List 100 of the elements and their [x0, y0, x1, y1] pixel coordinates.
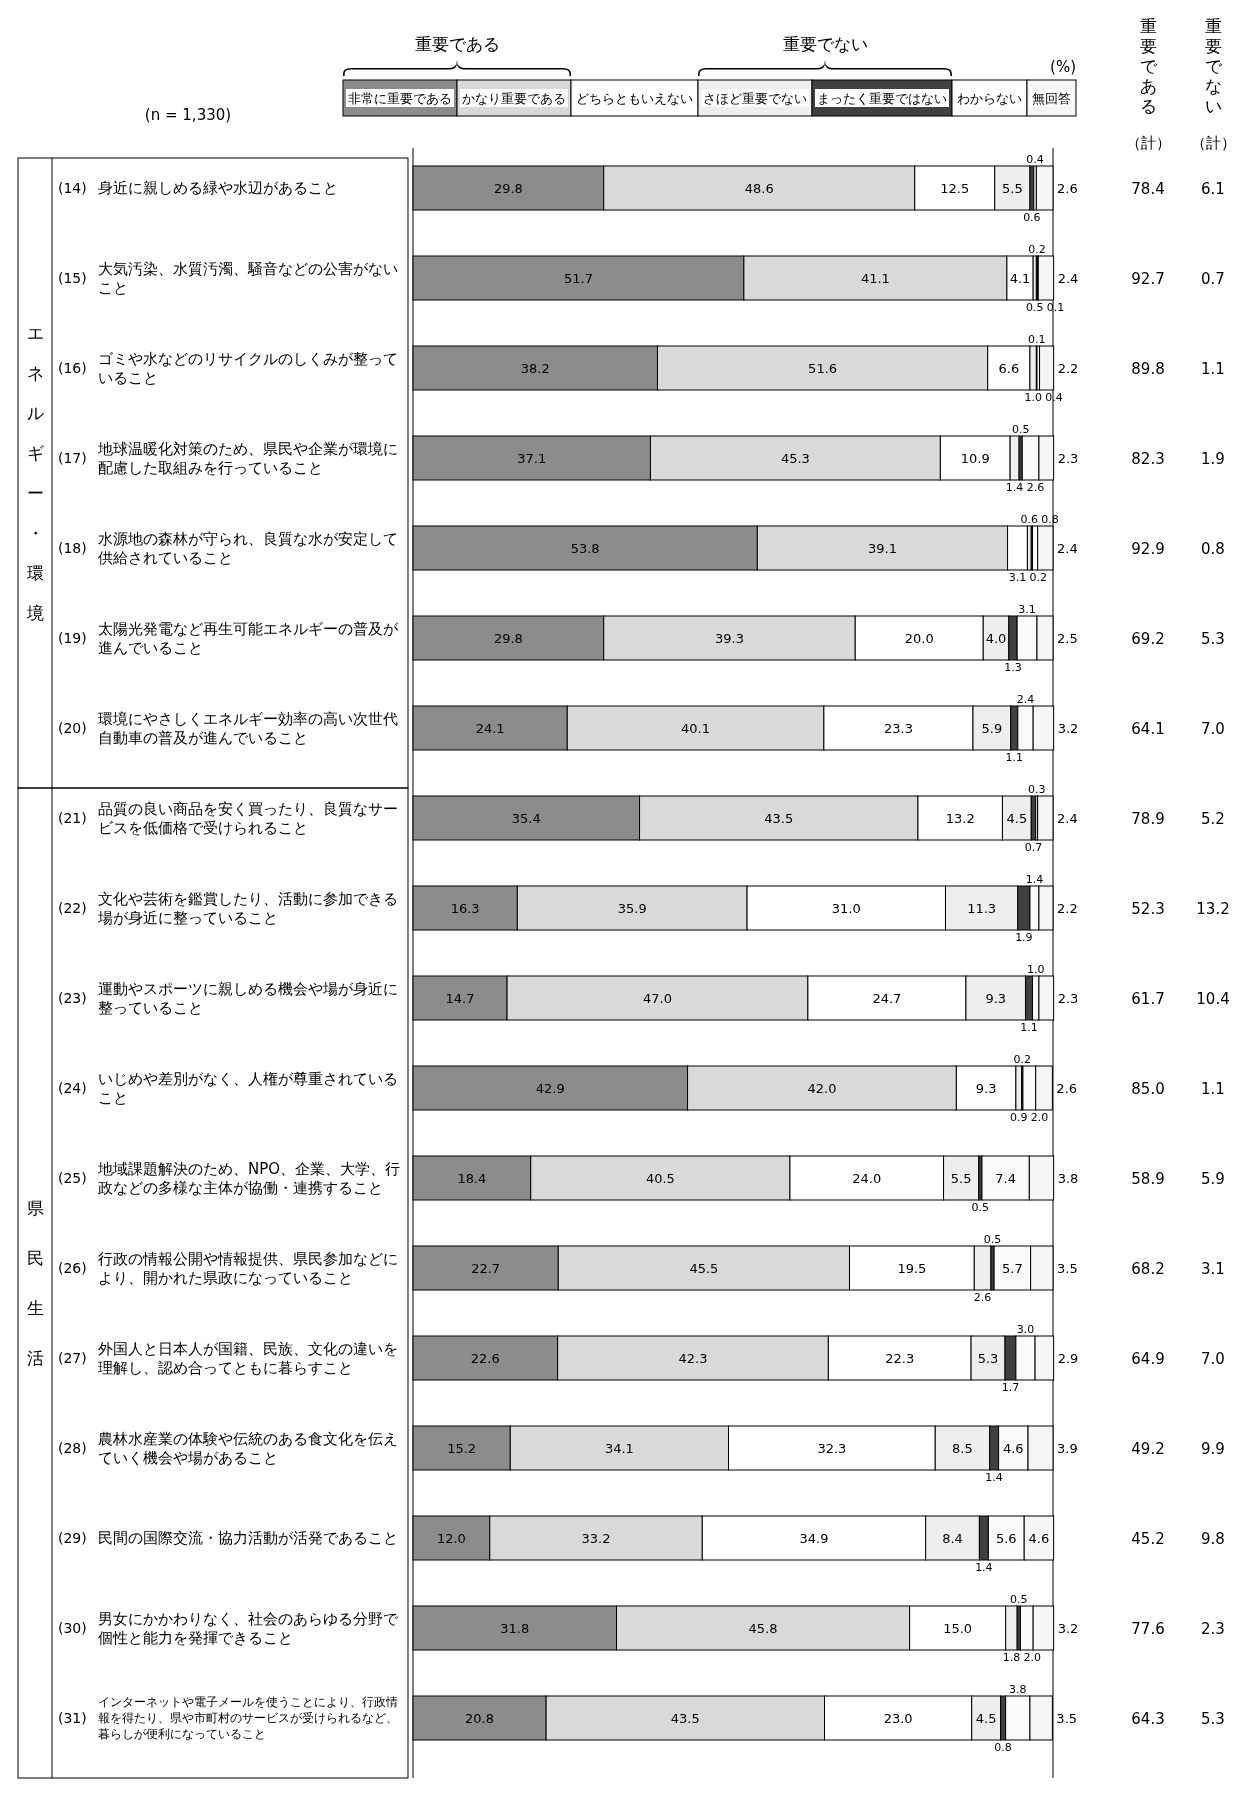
data-label: 42.0 — [807, 1081, 837, 1096]
data-label: 0.2 — [1029, 571, 1048, 584]
data-label: 4.6 — [1028, 1531, 1050, 1546]
data-label: 2.3 — [1057, 451, 1079, 466]
data-label: 0.2 — [1013, 1053, 1032, 1066]
data-label: 2.4 — [1016, 693, 1035, 706]
data-label: 32.3 — [817, 1441, 847, 1456]
text: エネルギー・環境 — [25, 323, 44, 623]
text: 5.9 — [1201, 1170, 1225, 1188]
data-label: 45.5 — [689, 1261, 719, 1276]
text: 9.9 — [1201, 1440, 1225, 1458]
data-label: 9.3 — [985, 991, 1007, 1006]
text: かなり重要である — [462, 91, 566, 106]
text: 58.9 — [1131, 1170, 1165, 1188]
text: 県民生活 — [26, 1198, 44, 1368]
text: わからない — [957, 91, 1022, 106]
data-label: 2.6 — [1056, 1081, 1078, 1096]
data-label: 5.5 — [950, 1171, 972, 1186]
data-label: 47.0 — [643, 991, 672, 1006]
text: 49.2 — [1131, 1440, 1165, 1458]
data-label: 3.5 — [1057, 1261, 1078, 1276]
data-label: 23.0 — [883, 1711, 913, 1726]
text: 92.7 — [1131, 270, 1165, 288]
data-label: 15.2 — [447, 1441, 477, 1456]
data-label: 0.5 — [1010, 1593, 1028, 1606]
data-label: 1.3 — [1004, 661, 1022, 674]
data-label: 38.2 — [520, 361, 550, 376]
text: 68.2 — [1131, 1260, 1165, 1278]
text: 52.3 — [1131, 900, 1165, 918]
data-label: 1.1 — [1020, 1021, 1038, 1034]
data-label: 1.4 — [985, 1471, 1003, 1484]
data-label: 12.0 — [436, 1531, 466, 1546]
data-label: 2.4 — [1057, 271, 1079, 286]
data-label: 3.1 — [1008, 571, 1027, 584]
data-label: 4.6 — [1002, 1441, 1024, 1456]
data-label: 2.3 — [1057, 991, 1079, 1006]
text: 9.8 — [1201, 1530, 1225, 1548]
data-label: 2.2 — [1057, 901, 1078, 916]
data-label: 3.2 — [1057, 1621, 1079, 1636]
data-label: 42.3 — [678, 1351, 708, 1366]
data-label: 22.3 — [885, 1351, 915, 1366]
text: まったく重要ではない — [817, 91, 947, 106]
text: 82.3 — [1131, 450, 1165, 468]
data-label: 2.0 — [1030, 1111, 1049, 1124]
data-label: 1.7 — [1001, 1381, 1020, 1394]
data-label: 3.0 — [1016, 1323, 1035, 1336]
text: 89.8 — [1131, 360, 1165, 378]
data-label: 0.6 — [1020, 513, 1039, 526]
data-label: 24.1 — [475, 721, 505, 736]
data-label: 5.7 — [1002, 1261, 1023, 1276]
data-label: 0.3 — [1027, 783, 1046, 796]
data-label: 4.5 — [1006, 811, 1028, 826]
data-label: 8.4 — [942, 1531, 963, 1546]
data-label: 3.2 — [1057, 721, 1079, 736]
data-label: 29.8 — [493, 181, 523, 196]
data-label: 3.5 — [1056, 1711, 1078, 1726]
data-label: 24.7 — [872, 991, 902, 1006]
data-label: 0.9 — [1010, 1111, 1028, 1124]
data-label: 5.5 — [1002, 181, 1023, 196]
data-label: 40.5 — [645, 1171, 675, 1186]
text: 64.3 — [1131, 1710, 1165, 1728]
data-label: 3.8 — [1057, 1171, 1079, 1186]
data-label: 0.5 — [971, 1201, 990, 1214]
text: 61.7 — [1131, 990, 1165, 1008]
text: 1.1 — [1201, 1080, 1225, 1098]
data-label: 5.6 — [995, 1531, 1017, 1546]
text: さほど重要でない — [703, 91, 807, 106]
data-label: 0.8 — [994, 1741, 1012, 1754]
data-label: 1.4 — [975, 1561, 993, 1574]
text: 64.9 — [1131, 1350, 1165, 1368]
text: 10.4 — [1196, 990, 1230, 1008]
data-label: 14.7 — [445, 991, 475, 1006]
data-label: 0.4 — [1026, 153, 1044, 166]
data-label: 31.8 — [500, 1621, 530, 1636]
data-label: 34.1 — [604, 1441, 634, 1456]
text: （計） — [1125, 134, 1171, 152]
data-label: 1.1 — [1005, 751, 1024, 764]
text: 78.9 — [1131, 810, 1165, 828]
text: 重要でない — [1204, 16, 1223, 116]
text: 92.9 — [1131, 540, 1165, 558]
text: 69.2 — [1131, 630, 1165, 648]
data-label: 0.7 — [1024, 841, 1043, 854]
text: (%) — [1050, 58, 1076, 76]
data-label: 2.6 — [973, 1291, 992, 1304]
data-label: 0.2 — [1028, 243, 1046, 256]
text: 1.1 — [1201, 360, 1225, 378]
data-label: 3.1 — [1018, 603, 1036, 616]
data-label: 1.8 — [1002, 1651, 1021, 1664]
data-label: 1.0 — [1024, 391, 1042, 404]
data-label: 19.5 — [897, 1261, 927, 1276]
data-label: 53.8 — [570, 541, 600, 556]
data-label: 9.3 — [975, 1081, 997, 1096]
data-label: 0.4 — [1045, 391, 1063, 404]
data-label: 39.1 — [867, 541, 897, 556]
text: 78.4 — [1131, 180, 1165, 198]
text: 7.0 — [1201, 720, 1225, 738]
text: 0.7 — [1201, 270, 1225, 288]
data-label: 31.0 — [831, 901, 861, 916]
y-tick-label: (14) 身近に親しめる緑や水辺があること — [58, 179, 338, 198]
y-tick-label: (31) インターネットや電子メールを使うことにより、行政情報を得たり、県や市町村のサービスが受けられるなど、暮らしが便利になっていること — [58, 1695, 398, 1742]
